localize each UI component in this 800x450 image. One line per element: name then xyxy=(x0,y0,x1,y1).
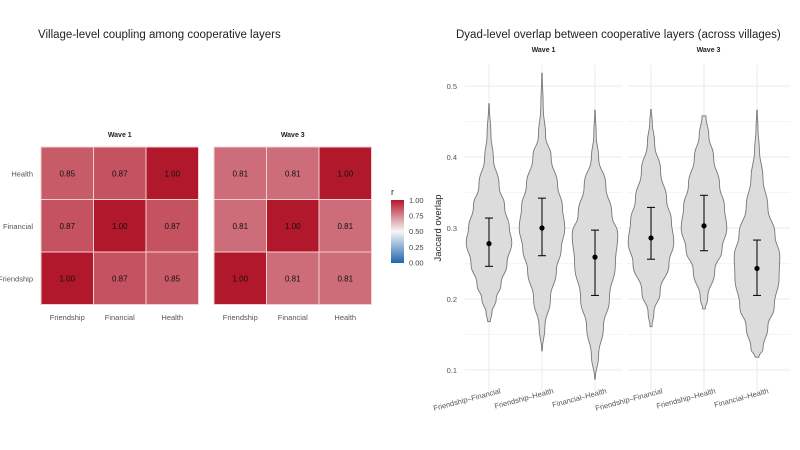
panel-strip-label: Wave 3 xyxy=(697,47,721,54)
heatmap-cell xyxy=(93,251,147,305)
mean-point xyxy=(648,235,654,241)
y-tick-label: Health xyxy=(11,169,33,178)
cell-value-label: 1.00 xyxy=(337,169,353,178)
legend-title: r xyxy=(391,187,394,197)
heatmap-cell xyxy=(318,146,372,200)
panel-strip-label: Wave 1 xyxy=(532,47,556,54)
y-tick-label: 0.3 xyxy=(447,224,457,233)
legend-tick-label: 0.25 xyxy=(409,243,424,252)
mean-point xyxy=(539,225,545,231)
cell-value-label: 0.87 xyxy=(112,274,128,283)
violin-shape xyxy=(733,109,781,358)
cell-value-label: 0.87 xyxy=(164,222,180,231)
heatmap-cell xyxy=(213,146,267,200)
heatmap-cell xyxy=(145,146,199,200)
cell-value-label: 0.81 xyxy=(232,169,248,178)
cell-value-label: 0.81 xyxy=(337,274,353,283)
legend-tick-label: 1.00 xyxy=(409,196,424,205)
x-tick-label: Friendship–Health xyxy=(493,386,554,410)
x-tick-label: Friendship xyxy=(50,313,85,322)
x-tick-label: Friendship xyxy=(223,313,258,322)
x-tick-label: Friendship–Financial xyxy=(432,386,501,413)
heatmap-cell xyxy=(318,251,372,305)
cell-value-label: 0.87 xyxy=(59,222,75,231)
violin-title: Dyad-level overlap between cooperative l… xyxy=(456,29,781,41)
x-tick-label: Financial xyxy=(278,313,308,322)
heatmap-title: Village-level coupling among cooperative… xyxy=(38,29,281,41)
heatmap-cell xyxy=(93,199,147,253)
cell-value-label: 0.81 xyxy=(337,222,353,231)
cell-value-label: 0.81 xyxy=(285,169,301,178)
x-tick-label: Health xyxy=(161,313,183,322)
x-tick-label: Financial xyxy=(105,313,135,322)
cell-value-label: 0.81 xyxy=(285,274,301,283)
heatmap-cell xyxy=(213,251,267,305)
y-tick-label: Friendship xyxy=(0,274,33,283)
cell-value-label: 0.87 xyxy=(112,169,128,178)
y-tick-label: Financial xyxy=(3,222,33,231)
y-tick-label: 0.4 xyxy=(447,153,457,162)
y-tick-label: 0.5 xyxy=(447,82,457,91)
heatmap-cell xyxy=(40,251,94,305)
legend-colorbar xyxy=(391,200,404,263)
legend-tick-label: 0.75 xyxy=(409,212,424,221)
y-tick-label: 0.2 xyxy=(447,295,457,304)
heatmap-cell xyxy=(213,199,267,253)
heatmap-cell xyxy=(145,199,199,253)
cell-value-label: 1.00 xyxy=(164,169,180,178)
x-tick-label: Friendship–Health xyxy=(655,386,716,410)
y-axis-label: Jaccard overlap xyxy=(433,194,444,261)
cell-value-label: 0.81 xyxy=(232,222,248,231)
cell-value-label: 0.85 xyxy=(164,274,180,283)
y-tick-label: 0.1 xyxy=(447,366,457,375)
heatmap-cell xyxy=(40,146,94,200)
heatmap-cell xyxy=(266,146,320,200)
mean-point xyxy=(754,265,760,272)
heatmap-cell xyxy=(93,146,147,200)
legend-tick-label: 0.50 xyxy=(409,227,424,236)
x-tick-label: Financial–Health xyxy=(713,386,769,409)
cell-value-label: 1.00 xyxy=(59,274,75,283)
legend-tick-label: 0.00 xyxy=(409,258,424,267)
heatmap-cell xyxy=(318,199,372,253)
mean-point xyxy=(486,241,492,247)
cell-value-label: 1.00 xyxy=(232,274,248,283)
violin-shape xyxy=(465,103,513,323)
cell-value-label: 0.85 xyxy=(59,169,75,178)
mean-point xyxy=(701,223,707,229)
mean-point xyxy=(592,254,598,260)
x-tick-label: Health xyxy=(334,313,356,322)
panel-strip-label: Wave 3 xyxy=(281,132,305,139)
cell-value-label: 1.00 xyxy=(112,222,128,231)
cell-value-label: 1.00 xyxy=(285,222,301,231)
panel-strip-label: Wave 1 xyxy=(108,132,132,139)
